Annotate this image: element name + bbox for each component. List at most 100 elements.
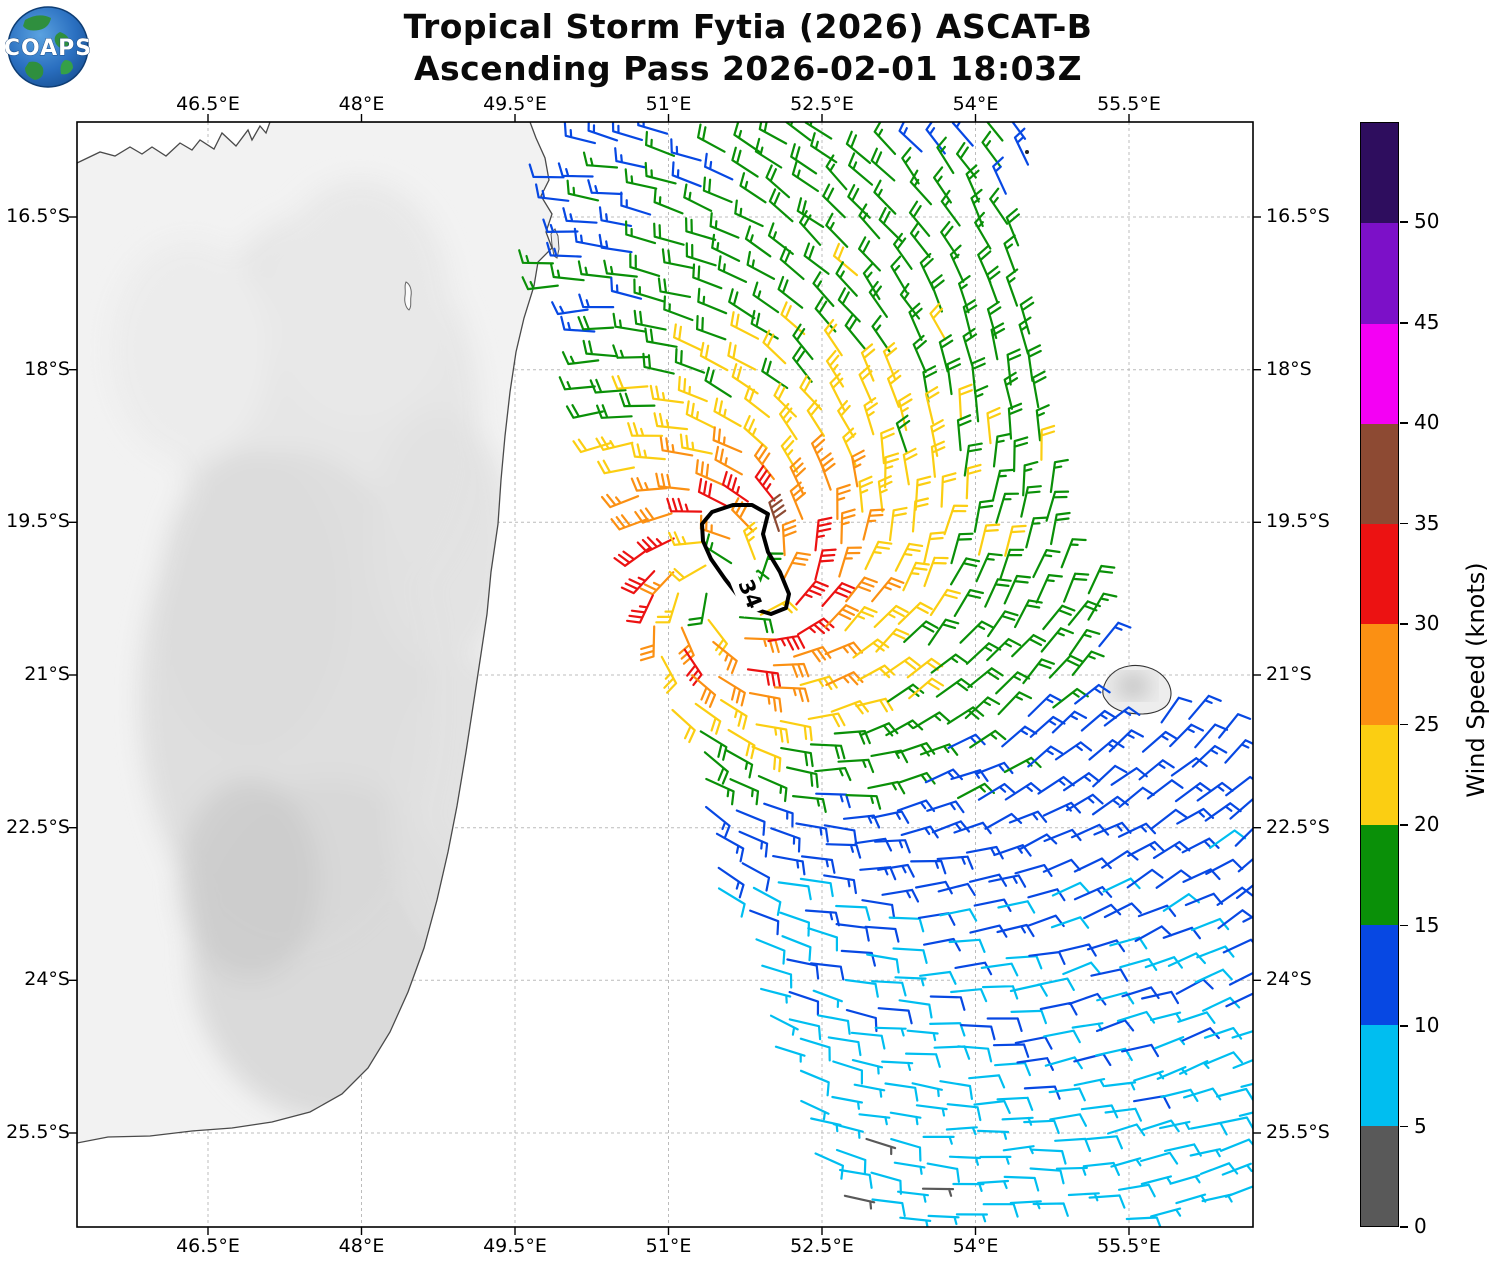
wind-barb	[625, 220, 657, 245]
wind-barb	[806, 399, 825, 437]
lat-label-right-0: 16.5°S	[1266, 205, 1330, 227]
wind-barb	[943, 504, 969, 536]
title-line-1: Tropical Storm Fytia (2026) ASCAT-B	[403, 7, 1093, 46]
wind-barb	[1196, 945, 1235, 959]
wind-barb	[1103, 706, 1141, 727]
wind-barb	[674, 348, 706, 374]
wind-barb	[659, 436, 694, 457]
wind-barb	[624, 168, 658, 190]
wind-barb	[1063, 572, 1090, 603]
wind-barb	[1110, 1157, 1142, 1168]
wind-barb	[950, 532, 974, 565]
colorbar-tick-35	[1400, 522, 1408, 525]
wind-barb	[995, 492, 1020, 524]
wind-barb	[685, 217, 717, 241]
wind-barb	[1019, 296, 1035, 335]
wind-barb	[1125, 1216, 1162, 1227]
wind-barb	[889, 1111, 922, 1126]
wind-barb	[1225, 992, 1253, 1008]
wind-barb	[1234, 827, 1253, 847]
wind-barb	[986, 638, 1022, 662]
lon-label-bottom-6: 55.5°E	[1097, 1235, 1161, 1257]
wind-barb	[1240, 1082, 1253, 1088]
wind-barb	[611, 122, 643, 141]
lon-label-top-5: 54°E	[952, 93, 999, 115]
colorbar-tick-50	[1400, 221, 1408, 224]
wind-barb	[768, 493, 787, 532]
wind-barb	[870, 147, 896, 182]
wind-barb	[781, 519, 797, 557]
wind-barb	[1221, 1162, 1253, 1176]
wind-barb	[830, 700, 869, 715]
wind-barb	[1179, 1060, 1210, 1075]
wind-barb	[864, 925, 900, 943]
wind-barb	[780, 747, 814, 768]
madagascar-landmass	[77, 122, 560, 1144]
wind-barb	[935, 678, 973, 698]
wind-barb	[767, 222, 794, 255]
wind-barb	[1170, 757, 1208, 777]
wind-barb	[566, 179, 600, 202]
lat-label-left-4: 22.5°S	[6, 815, 70, 838]
colorbar-tick-label-35: 35	[1414, 510, 1440, 535]
wind-barb	[908, 677, 945, 700]
wind-barb	[959, 620, 995, 644]
wind-barb	[823, 319, 843, 357]
wind-barb	[546, 241, 582, 258]
wind-barb	[831, 1095, 863, 1110]
wind-barb	[765, 164, 791, 199]
wind-barb	[653, 188, 684, 215]
wind-barb	[884, 1082, 919, 1102]
lon-label-top-4: 52.5°E	[790, 93, 854, 115]
wind-barb	[835, 923, 870, 942]
lon-label-top-3: 51°E	[645, 93, 692, 115]
wind-barb	[691, 674, 717, 708]
wind-barb	[636, 536, 675, 553]
wind-barb	[626, 594, 654, 624]
wind-barb	[799, 375, 823, 411]
wind-barb	[819, 452, 836, 491]
wind-barb	[938, 334, 954, 373]
wind-barb	[1073, 857, 1112, 873]
wind-barb	[871, 980, 907, 997]
wind-barb	[697, 287, 728, 315]
colorbar-tick-label-50: 50	[1414, 209, 1440, 234]
wind-barb	[711, 233, 741, 262]
wind-barb	[864, 540, 893, 571]
colorbar-tick-10	[1400, 1025, 1408, 1027]
wind-barb	[823, 824, 858, 845]
wind-barb	[940, 221, 959, 259]
wind-barb	[743, 521, 758, 561]
wind-barb	[671, 708, 696, 744]
wind-barb	[1154, 1036, 1186, 1050]
wind-barb	[660, 655, 678, 694]
wind-barb	[634, 507, 673, 524]
wind-barb	[780, 301, 806, 336]
wind-barb	[1055, 1166, 1088, 1176]
wind-barb	[1228, 971, 1253, 986]
wind-barb	[1008, 810, 1048, 824]
wind-barb	[881, 1060, 914, 1071]
wind-barb	[692, 263, 723, 290]
wind-barb	[558, 376, 596, 391]
wind-barb	[683, 183, 713, 212]
wind-barb	[994, 1061, 1031, 1077]
wind-barb	[1101, 850, 1139, 869]
wind-barb	[1118, 786, 1155, 808]
lat-label-right-6: 25.5°S	[1266, 1121, 1330, 1143]
wind-barb	[902, 561, 930, 592]
wind-barb	[835, 261, 858, 297]
wind-barb	[1103, 902, 1142, 919]
wind-barb	[940, 189, 961, 227]
lat-label-right-2: 19.5°S	[1266, 510, 1330, 533]
wind-barb	[644, 327, 678, 348]
wind-barb	[1035, 404, 1050, 442]
wind-barb	[877, 1007, 913, 1025]
wind-barb	[926, 1162, 960, 1183]
wind-barb	[1090, 968, 1129, 982]
wind-barb	[865, 1137, 897, 1156]
wind-barb	[858, 475, 874, 513]
wind-barb	[707, 618, 728, 656]
wind-barb	[773, 382, 797, 418]
wind-barb	[1028, 951, 1066, 965]
